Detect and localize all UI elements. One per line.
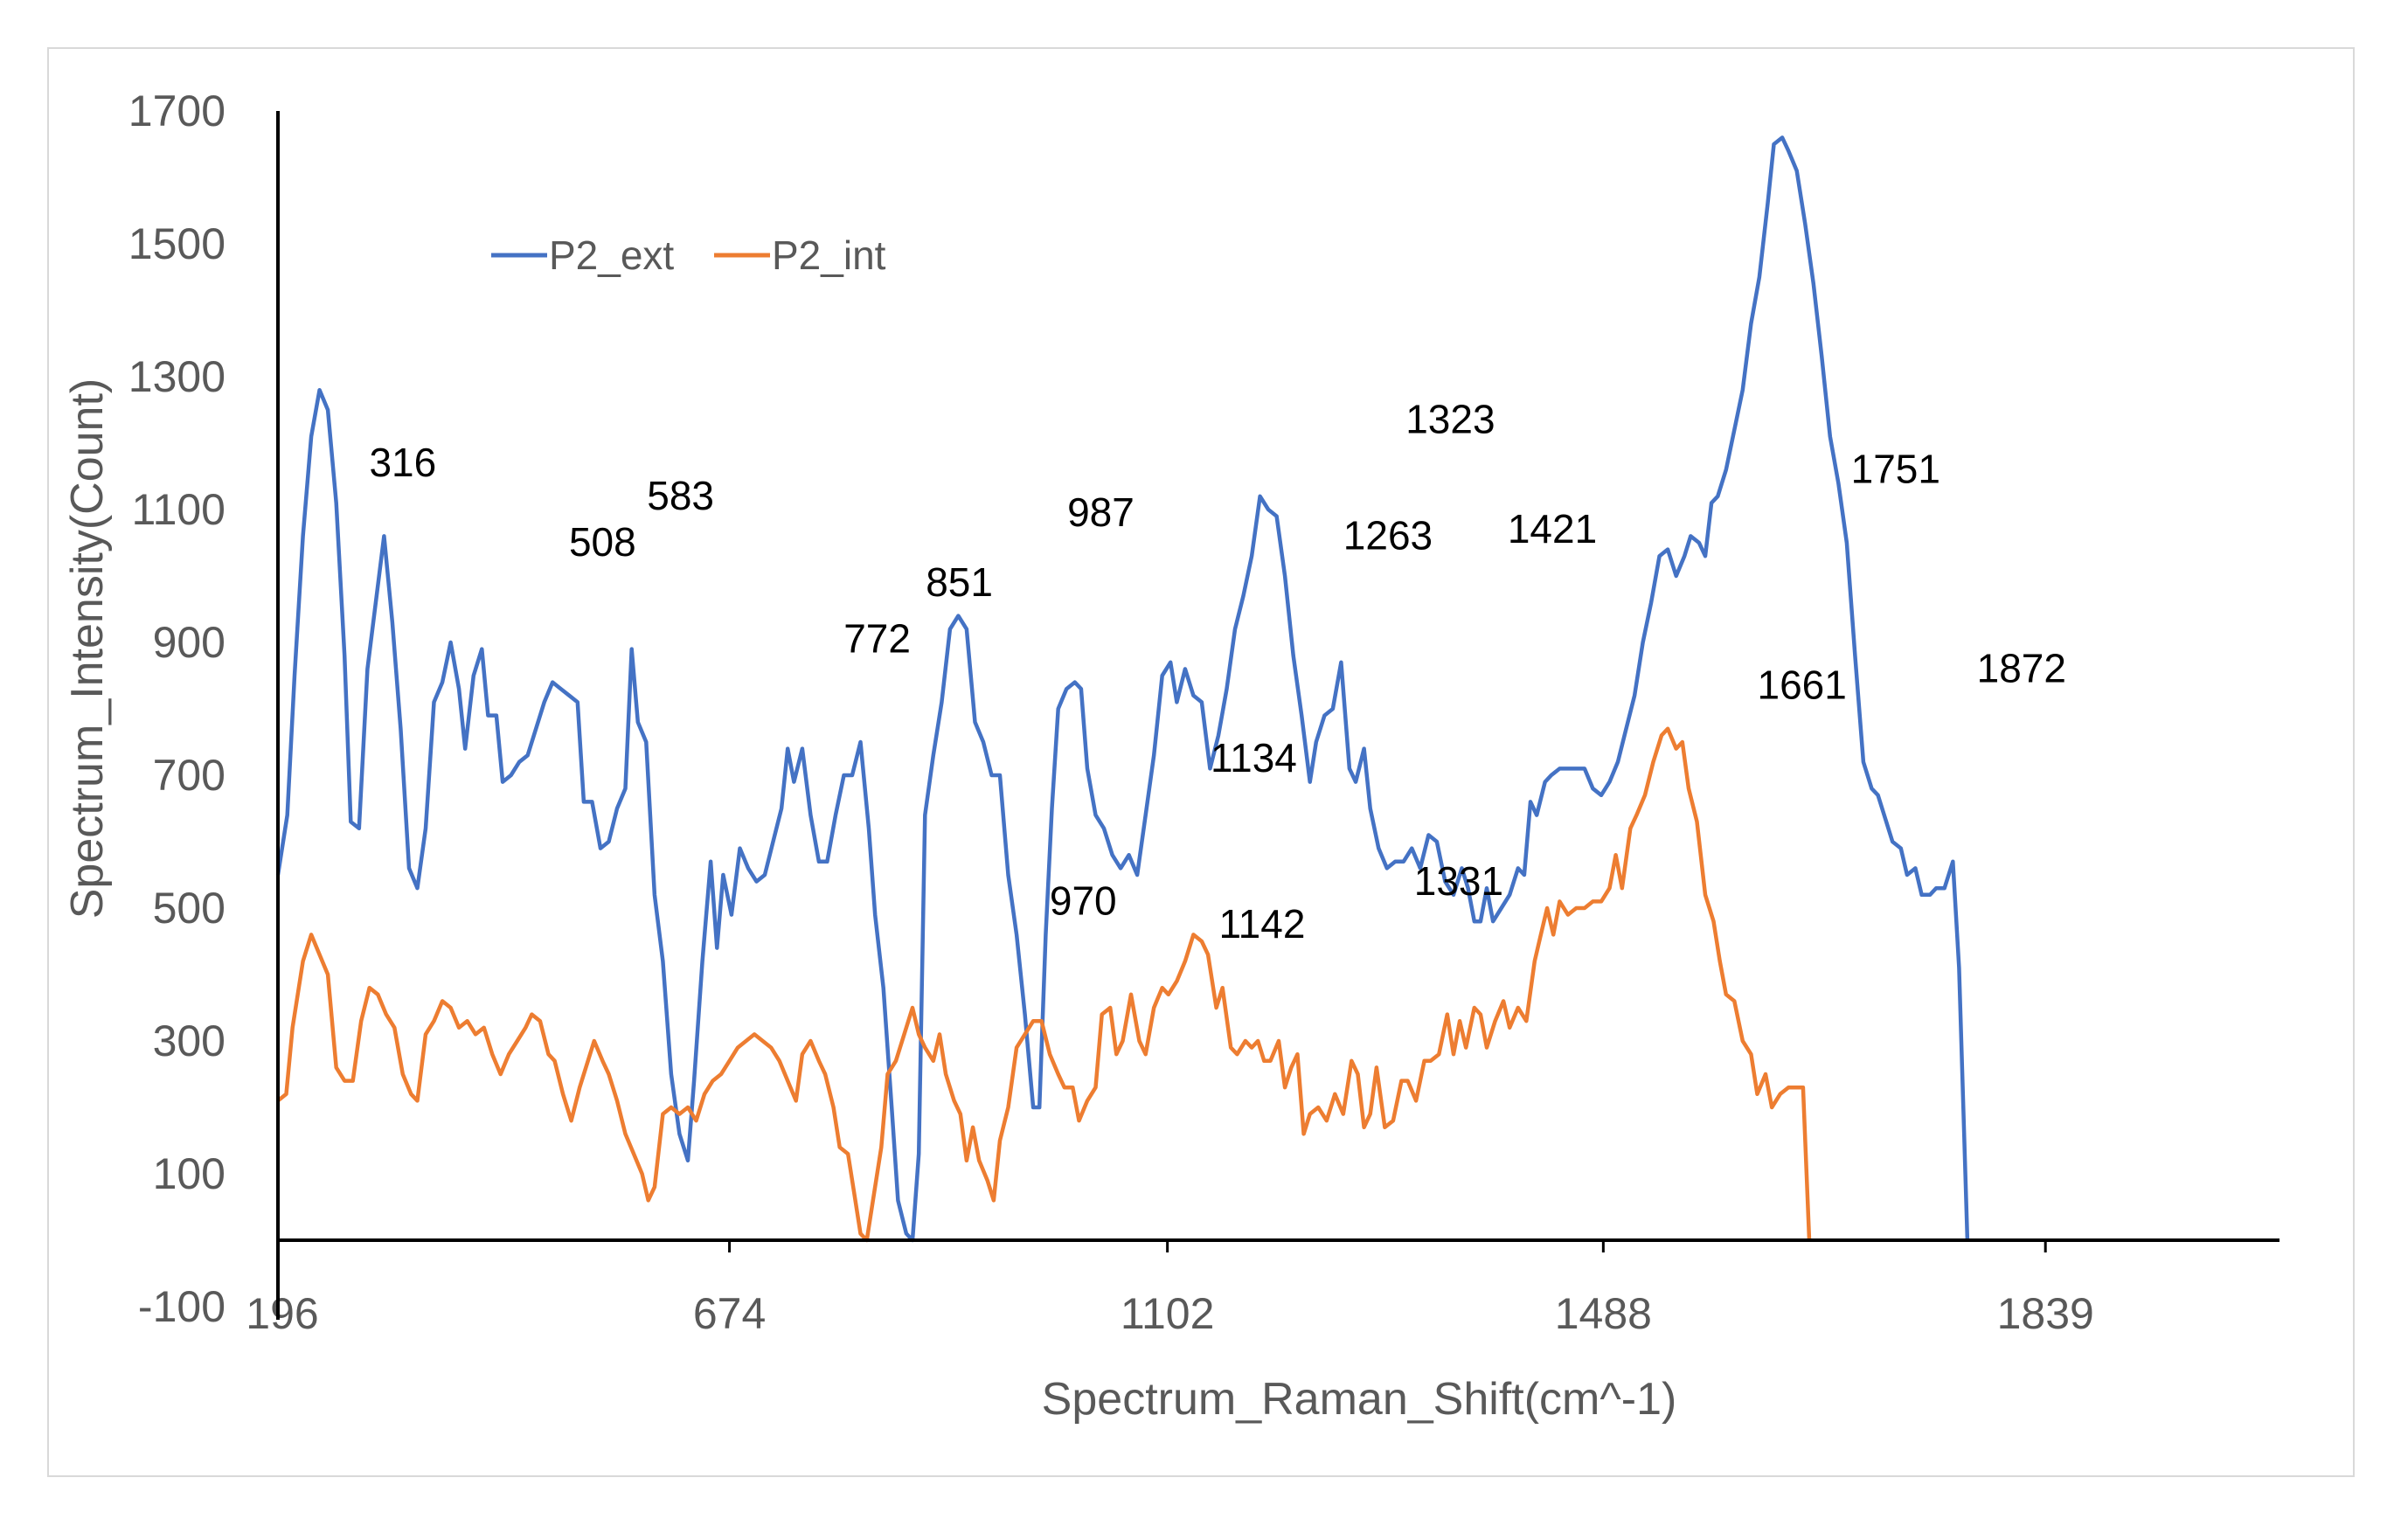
x-tick-label: 674 [693,1289,766,1338]
y-tick-label: 1500 [128,219,226,268]
x-tick-label: 196 [246,1289,318,1338]
legend-label: P2_ext [549,232,674,278]
peak-label: 1134 [1211,735,1297,780]
y-axis-ticks: -100 100 300 500 700 900 1100 1300 1500 1700 [128,87,226,1331]
peak-label: 1331 [1414,858,1503,904]
series-layer [275,135,1970,1243]
x-axis-title: Spectrum_Raman_Shift(cm^-1) [1042,1374,1677,1425]
peak-label: 970 [1050,878,1117,924]
series-line-p2-int [276,726,1812,1243]
peak-label: 987 [1067,489,1135,535]
peak-label: 1323 [1405,397,1495,442]
peak-label: 1263 [1343,513,1433,558]
series-line-p2-ext [275,135,1970,1243]
y-tick-label: 700 [153,751,226,800]
x-tick-label: 1102 [1121,1289,1215,1338]
y-axis-title: Spectrum_Intensity(Count) [62,378,113,919]
y-tick-label: 1100 [131,485,226,534]
y-tick-label: 100 [153,1149,226,1198]
legend: P2_ext P2_int [491,232,886,278]
peak-label: 316 [369,440,436,485]
peak-label: 1421 [1508,506,1597,551]
chart-frame [47,47,2355,1477]
legend-label: P2_int [772,232,886,278]
y-tick-label: 1300 [128,352,226,401]
y-tick-label: 300 [153,1016,226,1065]
peak-label: 851 [926,559,993,605]
peak-label: 1661 [1758,662,1847,708]
peak-label: 1751 [1851,447,1940,492]
axes [276,111,2280,1320]
y-tick-label: 500 [153,884,226,933]
peak-label: 583 [647,473,714,518]
y-tick-label: 900 [153,618,226,667]
x-tick-label: 1839 [1997,1289,2094,1338]
y-tick-label: -100 [138,1282,226,1331]
x-axis-ticks: 196 674 1102 1488 1839 [246,1240,2094,1338]
peak-label: 772 [843,615,911,661]
peak-label: 1872 [1977,646,2066,691]
peak-label: 1142 [1218,901,1305,947]
peak-label: 508 [569,519,636,565]
x-tick-label: 1488 [1555,1289,1652,1338]
y-tick-label: 1700 [128,87,226,135]
